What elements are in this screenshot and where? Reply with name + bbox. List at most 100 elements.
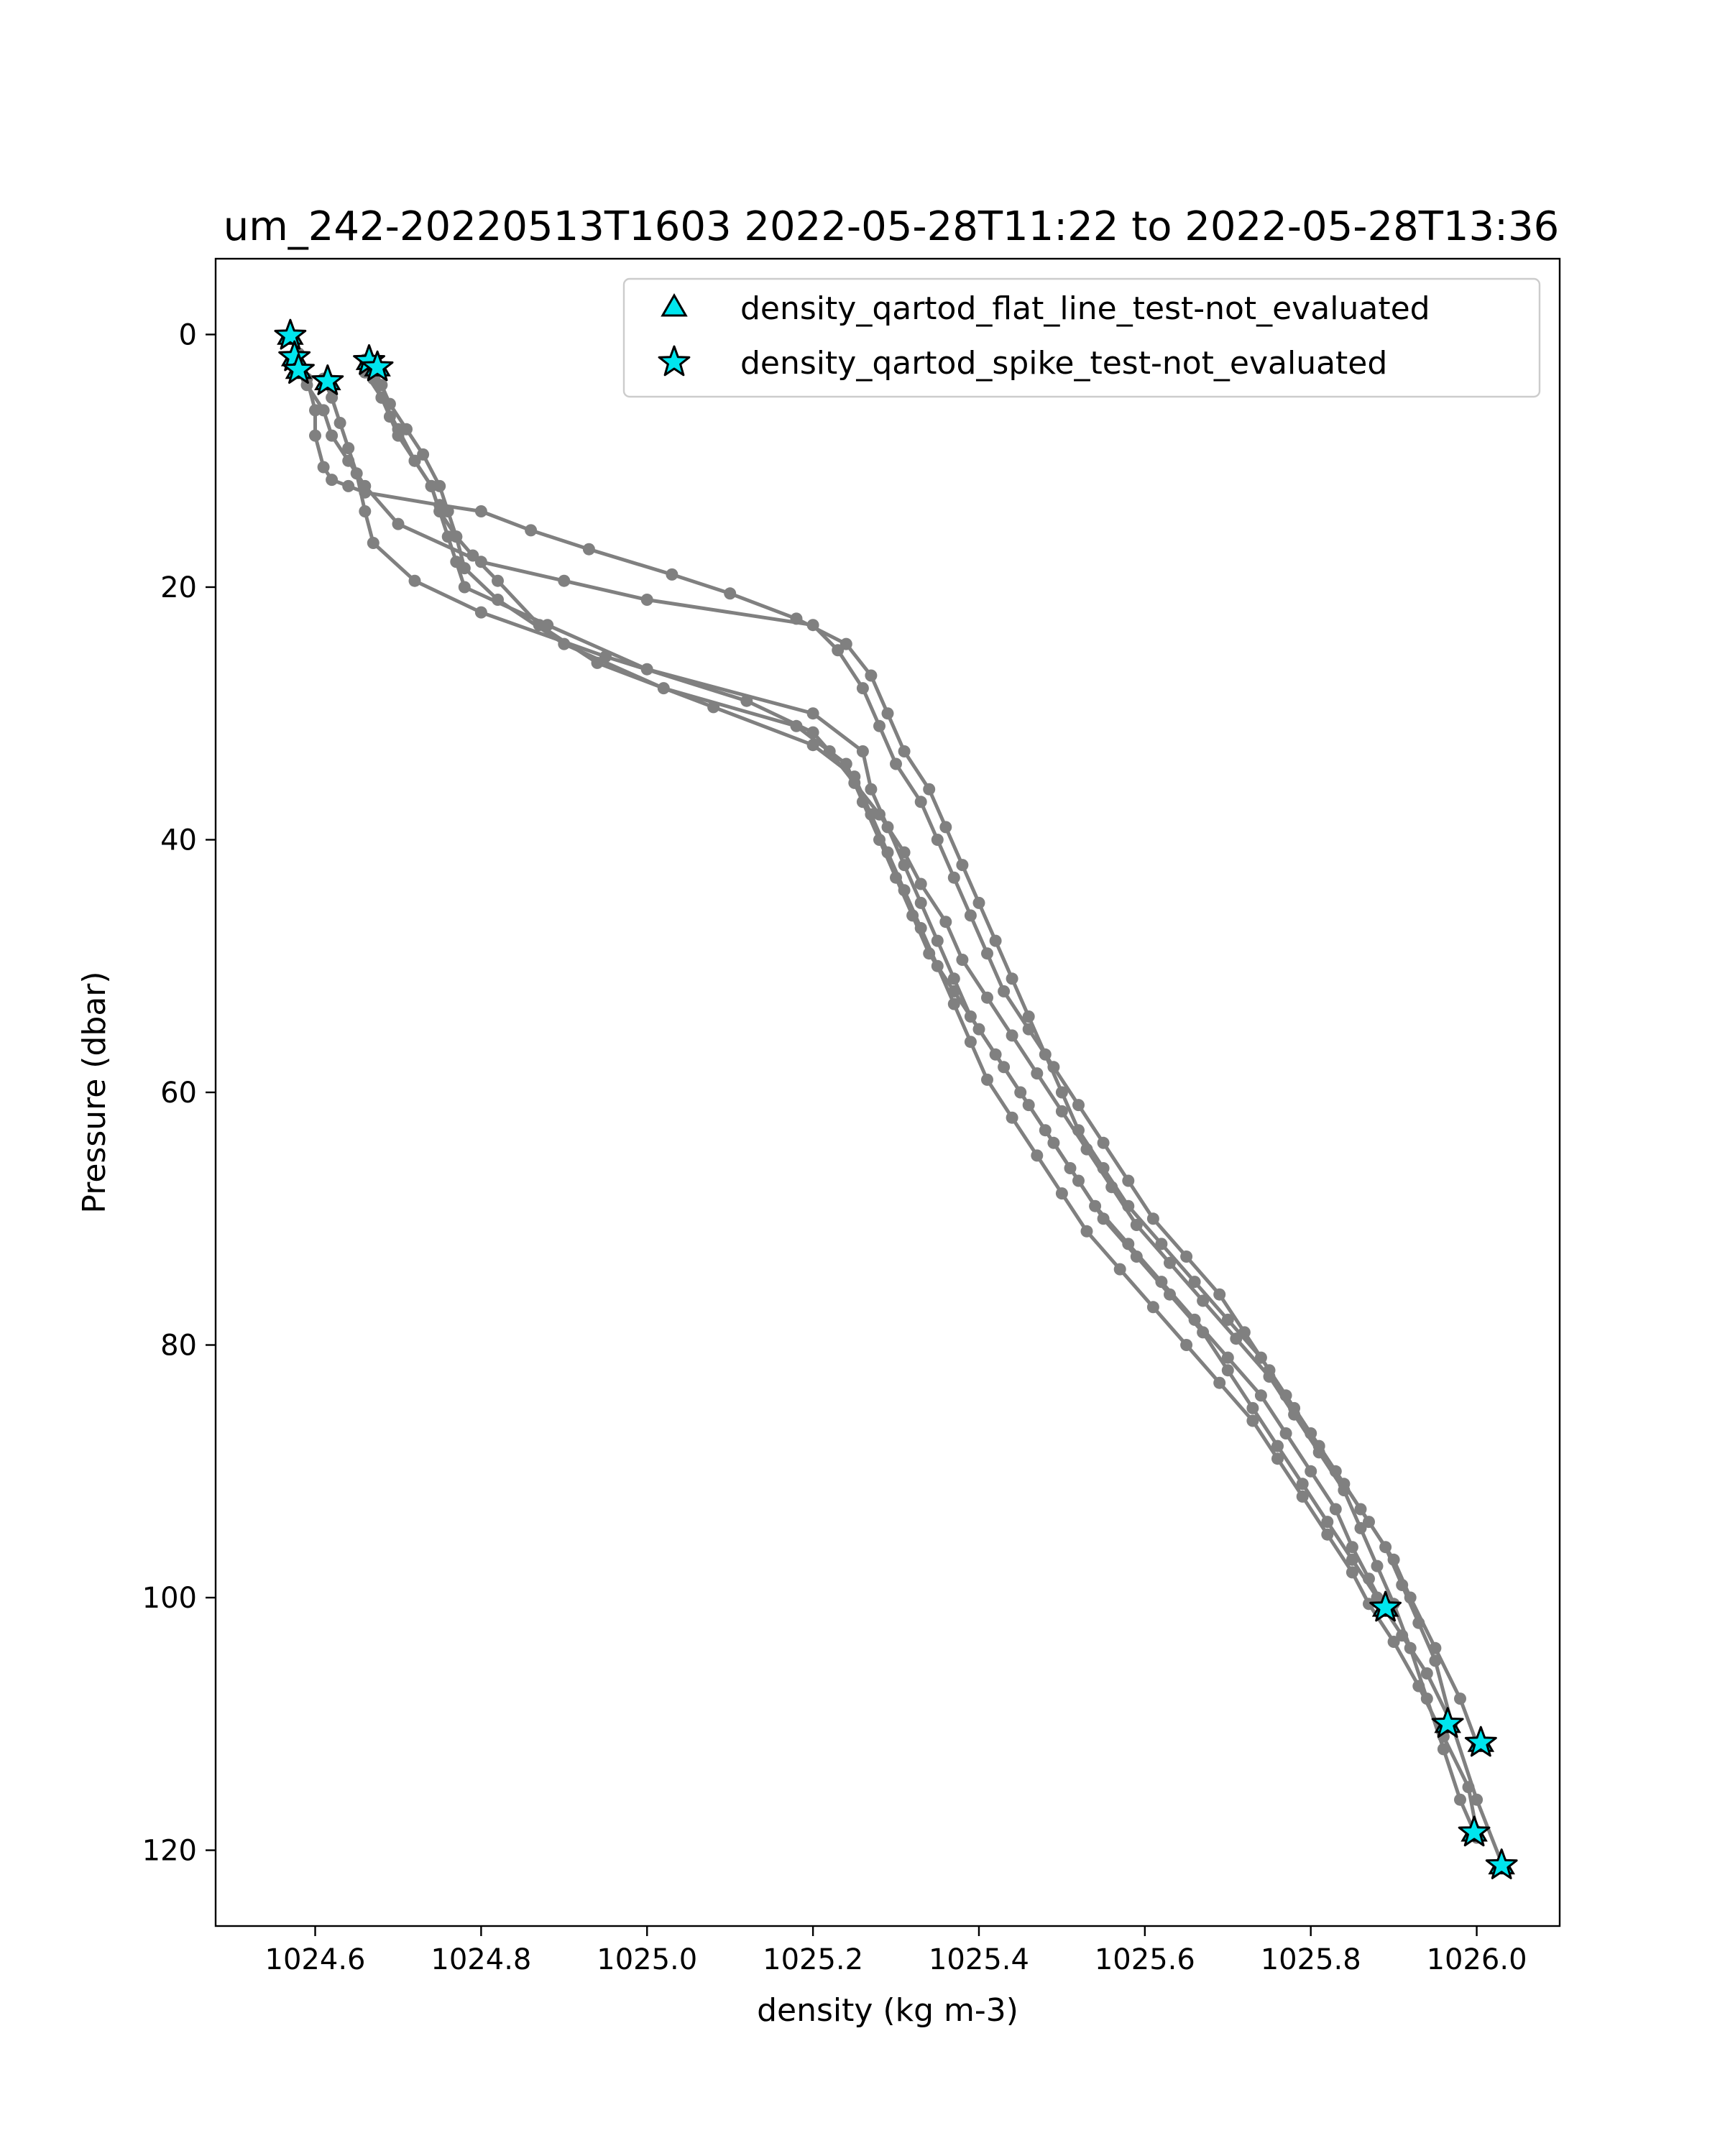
profile-point xyxy=(525,524,538,537)
x-tick-label: 1025.4 xyxy=(929,1943,1029,1976)
profile-point xyxy=(1097,1212,1110,1225)
profile-point xyxy=(350,467,363,480)
profile-point xyxy=(1412,1680,1425,1692)
profile-point xyxy=(865,808,878,821)
profile-point xyxy=(724,587,737,600)
profile-point xyxy=(1213,1376,1226,1389)
profile-point xyxy=(533,619,546,632)
profile-point xyxy=(1055,1086,1068,1099)
profile-point xyxy=(392,423,405,436)
profile-point xyxy=(981,947,993,960)
profile-point xyxy=(367,537,380,549)
plot-area xyxy=(274,318,1518,1879)
profile-point xyxy=(1180,1339,1193,1351)
profile-point xyxy=(1080,1225,1093,1238)
profile-point xyxy=(914,922,927,934)
profile-point xyxy=(1072,1174,1085,1187)
profile-point xyxy=(881,846,894,859)
profile-point xyxy=(1462,1781,1475,1794)
profile-point xyxy=(898,745,911,757)
profile-point xyxy=(1180,1250,1193,1263)
profile-point xyxy=(640,663,653,676)
profile-point xyxy=(1097,1136,1110,1149)
profile-point xyxy=(1122,1174,1135,1187)
profile-point xyxy=(1055,1105,1068,1118)
profile-point xyxy=(1246,1401,1259,1414)
spike-test-marker xyxy=(1464,1726,1497,1757)
profile-point xyxy=(1387,1636,1400,1648)
x-tick-label: 1025.6 xyxy=(1095,1943,1195,1976)
profile-point xyxy=(1006,1029,1018,1042)
profile-point xyxy=(474,606,487,619)
profile-point xyxy=(923,783,936,796)
x-tick-label: 1024.8 xyxy=(431,1943,531,1976)
profile-point xyxy=(1371,1560,1384,1572)
profile-point xyxy=(972,896,985,909)
profile-point xyxy=(856,745,869,757)
profile-point xyxy=(309,429,321,442)
profile-point xyxy=(558,574,571,587)
profile-point xyxy=(317,404,330,417)
x-tick-label: 1026.0 xyxy=(1427,1943,1527,1976)
profile-point xyxy=(1404,1591,1417,1604)
profile-point xyxy=(417,448,430,461)
profile-point xyxy=(956,859,969,872)
y-tick-label: 120 xyxy=(142,1835,197,1868)
profile-point xyxy=(1279,1427,1292,1439)
profile-point xyxy=(342,479,355,492)
legend-label: density_qartod_flat_line_test-not_evalua… xyxy=(740,290,1430,327)
profile-point xyxy=(1363,1516,1375,1529)
axes: 1024.6 1024.8 1025.0 1025.2 1025.4 1025.6 1025… xyxy=(142,318,1527,1976)
profile-point xyxy=(947,871,960,884)
profile-point xyxy=(1454,1692,1466,1705)
profile-point xyxy=(956,954,969,966)
profile-point xyxy=(873,719,886,732)
profile-point xyxy=(326,474,339,487)
profile-point xyxy=(450,530,463,543)
profile-point xyxy=(359,505,372,517)
spike-test-marker xyxy=(1458,1815,1491,1847)
profile-point xyxy=(1221,1313,1234,1326)
profile-point xyxy=(1354,1521,1367,1534)
profile-point xyxy=(1105,1181,1118,1194)
x-tick-label: 1024.6 xyxy=(265,1943,366,1976)
profile-point xyxy=(881,821,894,834)
legend-box xyxy=(622,277,1541,398)
profile-line-2 xyxy=(297,365,1478,1744)
profile-point xyxy=(1164,1256,1176,1269)
profile-point xyxy=(474,505,487,517)
profile-point xyxy=(964,1036,977,1049)
profile-point xyxy=(1288,1408,1301,1421)
profile-point xyxy=(375,391,388,404)
profile-point xyxy=(582,543,595,556)
profile-point xyxy=(1471,1793,1484,1806)
profile-point xyxy=(1022,1023,1035,1036)
spike-test-marker xyxy=(311,364,344,395)
profile-point xyxy=(1055,1187,1068,1200)
legend-triangle-icon xyxy=(661,292,688,317)
legend-label: density_qartod_spike_test-not_evaluated xyxy=(740,345,1387,382)
profile-point xyxy=(707,701,720,714)
profile-point xyxy=(914,796,927,808)
profile-point xyxy=(1221,1351,1234,1364)
profile-point xyxy=(1271,1452,1284,1465)
profile-point xyxy=(806,619,819,632)
profile-point xyxy=(300,379,313,392)
profile-point xyxy=(1188,1276,1201,1289)
profile-point xyxy=(972,1023,985,1036)
profile-point xyxy=(1122,1238,1135,1250)
profile-point xyxy=(1371,1591,1384,1604)
profile-point xyxy=(914,877,927,890)
profile-point xyxy=(1254,1389,1267,1402)
profile-point xyxy=(1146,1212,1159,1225)
profile-point xyxy=(1346,1566,1358,1579)
y-tick-label: 0 xyxy=(179,318,197,351)
chart-title: um_242-20220513T1603 2022-05-28T11:22 to… xyxy=(224,203,1560,250)
profile-point xyxy=(981,1073,993,1086)
profile-point xyxy=(964,909,977,922)
profile-point xyxy=(1221,1364,1234,1377)
spike-test-marker xyxy=(361,350,394,382)
profile-point xyxy=(898,884,911,897)
profile-point xyxy=(947,972,960,985)
profile-point xyxy=(939,821,952,834)
